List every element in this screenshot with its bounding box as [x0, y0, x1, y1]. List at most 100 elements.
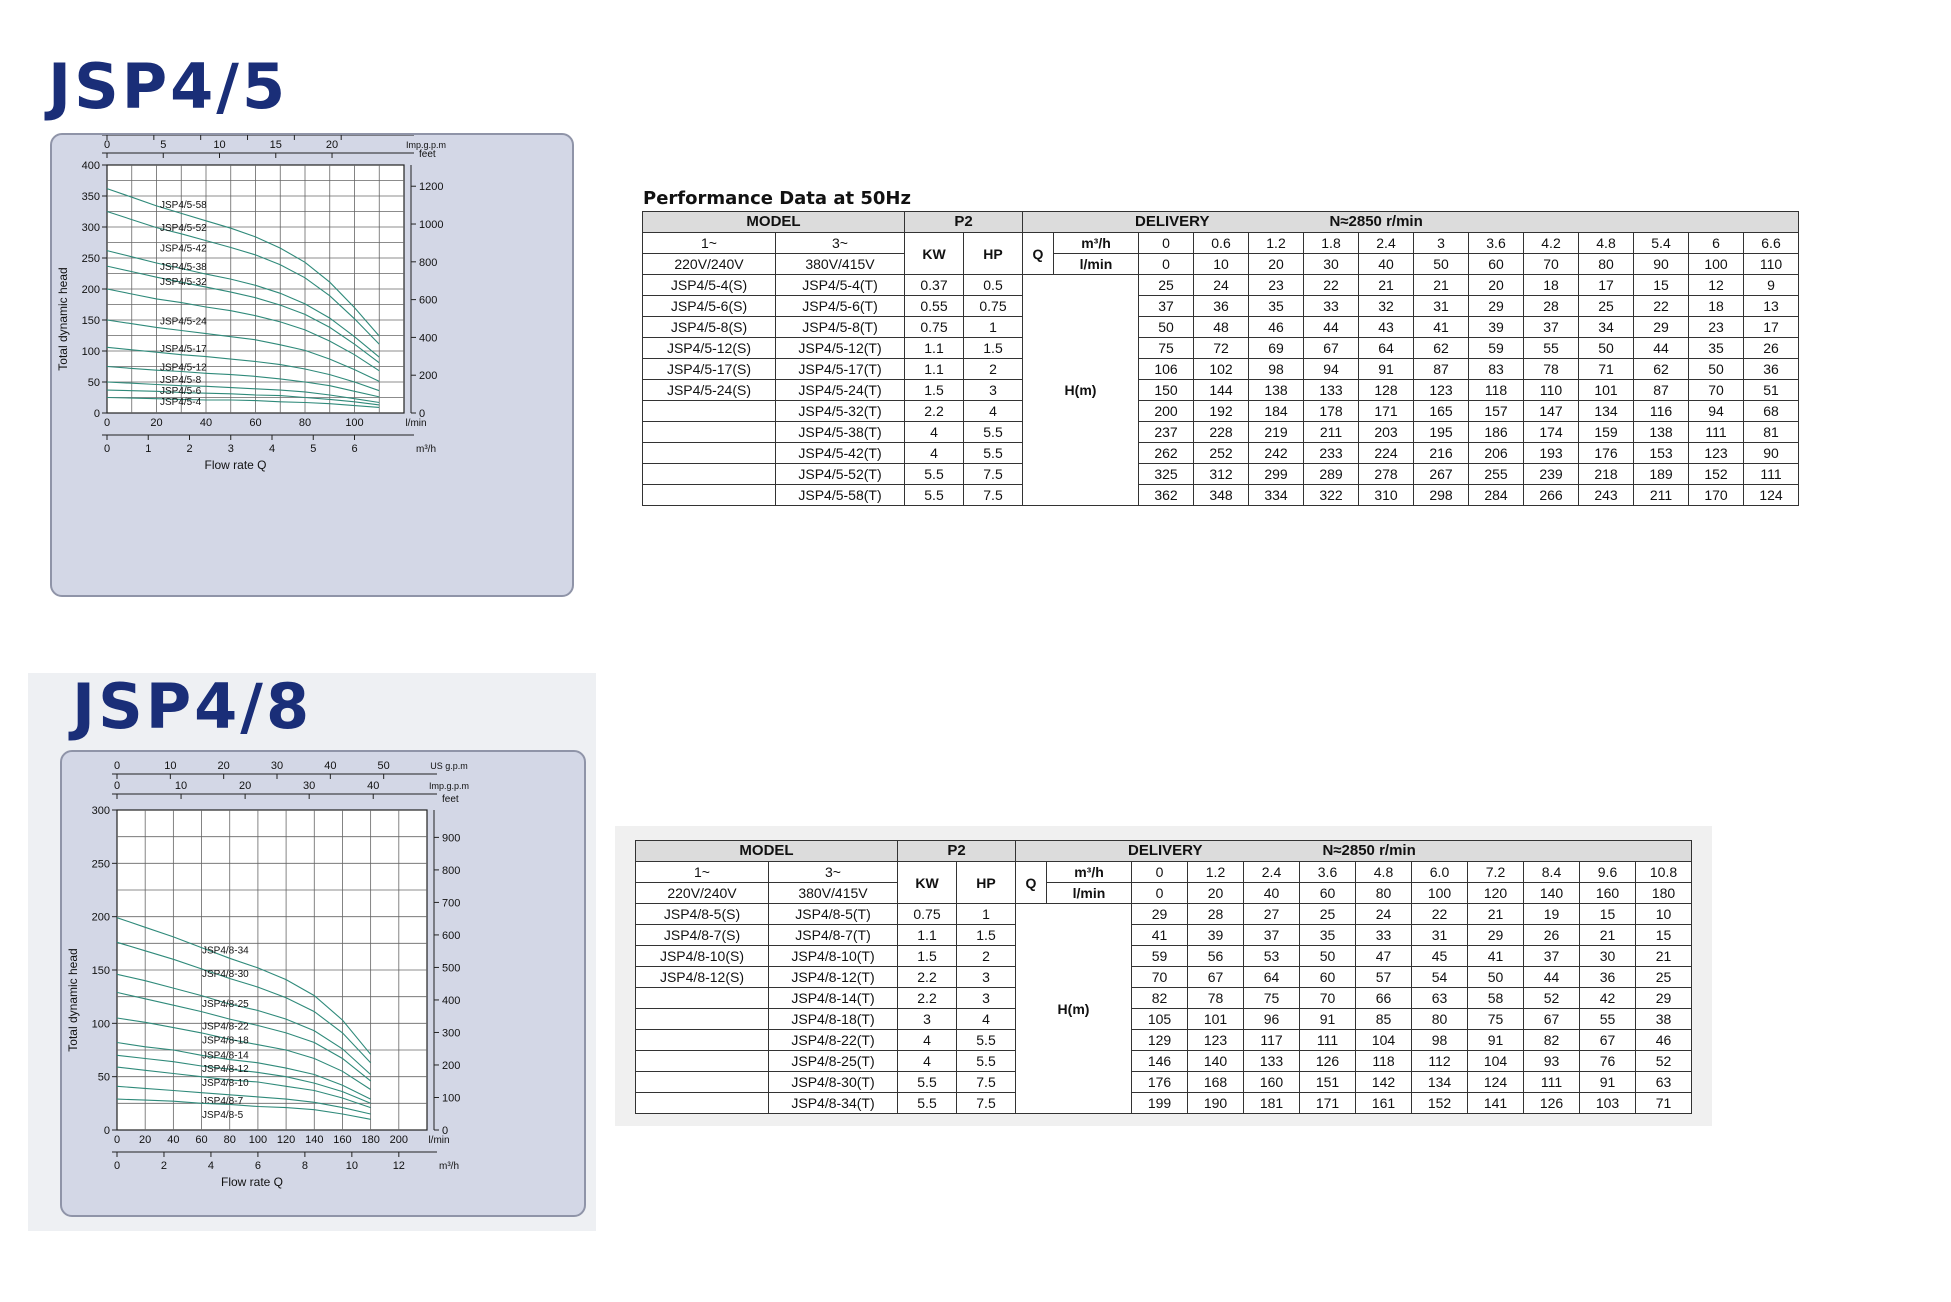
head-value: 255	[1468, 463, 1524, 485]
lmin-value: 60	[1468, 253, 1524, 275]
m3h-tick-label: 2	[186, 443, 192, 455]
head-value: 71	[1635, 1092, 1692, 1114]
head-value: 41	[1131, 924, 1188, 946]
table-row: JSP4/5-24(S) JSP4/5-24(T) 1.5 3 150 144 138 133…	[642, 379, 1799, 401]
power-kw: 1.1	[897, 924, 957, 946]
impgpm-tick-label: 40	[367, 780, 379, 792]
head-value: 152	[1411, 1092, 1468, 1114]
y-tick-label: 200	[92, 912, 110, 924]
head-value: 176	[1578, 442, 1634, 464]
power-kw: 5.5	[904, 463, 964, 485]
head-value: 157	[1468, 400, 1524, 422]
m3h-value: 0	[1131, 861, 1188, 883]
head-value: 23	[1688, 316, 1744, 338]
head-value: 44	[1633, 337, 1689, 359]
model-three-phase: JSP4/8-30(T)	[768, 1071, 898, 1093]
impgpm-tick-label: 15	[270, 139, 282, 151]
head-value: 90	[1743, 442, 1799, 464]
head-value: 20	[1468, 274, 1524, 296]
head-value: 85	[1355, 1008, 1412, 1030]
head-value: 44	[1523, 966, 1580, 988]
head-value: 141	[1467, 1092, 1524, 1114]
head-value: 82	[1131, 987, 1188, 1009]
model-three-phase: JSP4/8-5(T)	[768, 903, 898, 925]
y-tick-label: 50	[88, 377, 100, 389]
head-value: 218	[1578, 463, 1634, 485]
m3h-value: 1.8	[1303, 232, 1359, 254]
m3h-tick-label: 12	[393, 1160, 405, 1172]
feet-tick-label: 100	[442, 1092, 460, 1104]
head-value: 18	[1688, 295, 1744, 317]
m3h-value: 0.6	[1193, 232, 1249, 254]
m3h-header: m³/h	[1046, 861, 1132, 883]
head-value: 26	[1523, 924, 1580, 946]
speed-label: N≈2850 r/min	[1329, 213, 1423, 230]
power-hp: 5.5	[963, 442, 1023, 464]
head-value: 15	[1633, 274, 1689, 296]
model-three-phase: JSP4/8-14(T)	[768, 987, 898, 1009]
power-kw: 4	[904, 442, 964, 464]
head-value: 35	[1688, 337, 1744, 359]
table-row: JSP4/8-10(S) JSP4/8-10(T) 1.5 2 59 56 53 50 47 45…	[635, 945, 1692, 967]
model-single-phase	[642, 463, 776, 485]
lmin-tick-label: 40	[200, 417, 212, 429]
head-value: 67	[1187, 966, 1244, 988]
head-value: 128	[1358, 379, 1414, 401]
kw-header: KW	[904, 232, 964, 275]
m3h-value: 6.6	[1743, 232, 1799, 254]
m3h-tick-label: 8	[302, 1160, 308, 1172]
head-value: 118	[1468, 379, 1524, 401]
power-kw: 1.5	[904, 379, 964, 401]
table-row: JSP4/8-14(T) 2.2 3 82 78 75 70 66 63 58 52 42 29	[635, 987, 1692, 1009]
series-curve-jsp4-5-6	[106, 389, 380, 406]
chart1-title: JSP4/5	[48, 50, 289, 123]
head-value: 123	[1413, 379, 1469, 401]
table-row: JSP4/5-32(T) 2.2 4 200 192 184 178 171 165 157 147…	[642, 400, 1799, 422]
m3h-tick-label: 2	[161, 1160, 167, 1172]
series-curve-jsp4-8-10	[116, 1066, 371, 1109]
head-value: 189	[1633, 463, 1689, 485]
head-value: 146	[1131, 1050, 1188, 1072]
m3h-value: 3.6	[1299, 861, 1356, 883]
head-value: 237	[1138, 421, 1194, 443]
model-single-phase	[635, 1029, 769, 1051]
power-hp: 7.5	[956, 1071, 1016, 1093]
head-value: 151	[1299, 1071, 1356, 1093]
model-three-phase: JSP4/5-17(T)	[775, 358, 905, 380]
head-value: 322	[1303, 484, 1359, 506]
m3h-tick-label: 6	[255, 1160, 261, 1172]
head-value: 13	[1743, 295, 1799, 317]
feet-tick-label: 800	[442, 865, 460, 877]
power-hp: 4	[963, 400, 1023, 422]
model-three-phase: JSP4/5-8(T)	[775, 316, 905, 338]
table-row: JSP4/5-12(S) JSP4/5-12(T) 1.1 1.5 75 72 69 67 64…	[642, 337, 1799, 359]
series-curve-jsp4-5-12	[106, 365, 380, 398]
head-value: 111	[1688, 421, 1744, 443]
head-value: 104	[1467, 1050, 1524, 1072]
series-curve-jsp4-5-58	[106, 188, 380, 337]
head-value: 171	[1299, 1092, 1356, 1114]
head-value: 43	[1358, 316, 1414, 338]
lmin-header: l/min	[1046, 882, 1132, 904]
head-value: 224	[1358, 442, 1414, 464]
lmin-value: 0	[1131, 882, 1188, 904]
head-value: 31	[1411, 924, 1468, 946]
model-three-phase: JSP4/8-10(T)	[768, 945, 898, 967]
head-value: 24	[1355, 903, 1412, 925]
lmin-tick-label: 120	[277, 1134, 295, 1146]
lmin-tick-label: 160	[333, 1134, 351, 1146]
power-hp: 5.5	[963, 421, 1023, 443]
table-row: JSP4/8-18(T) 3 4 105 101 96 91 85 80 75 67 55 38	[635, 1008, 1692, 1030]
power-hp: 3	[956, 966, 1016, 988]
head-value: 91	[1358, 358, 1414, 380]
series-curve-jsp4-8-7	[116, 1085, 371, 1115]
m3h-value: 7.2	[1467, 861, 1524, 883]
m3h-value: 5.4	[1633, 232, 1689, 254]
usgpm-tick-label: 20	[218, 760, 230, 772]
model-three-phase: JSP4/8-7(T)	[768, 924, 898, 946]
feet-tick-label: 200	[419, 370, 437, 382]
series-label: JSP4/8-14	[202, 1050, 249, 1061]
lmin-tick-label: 200	[390, 1134, 408, 1146]
head-value: 98	[1411, 1029, 1468, 1051]
head-value: 203	[1358, 421, 1414, 443]
